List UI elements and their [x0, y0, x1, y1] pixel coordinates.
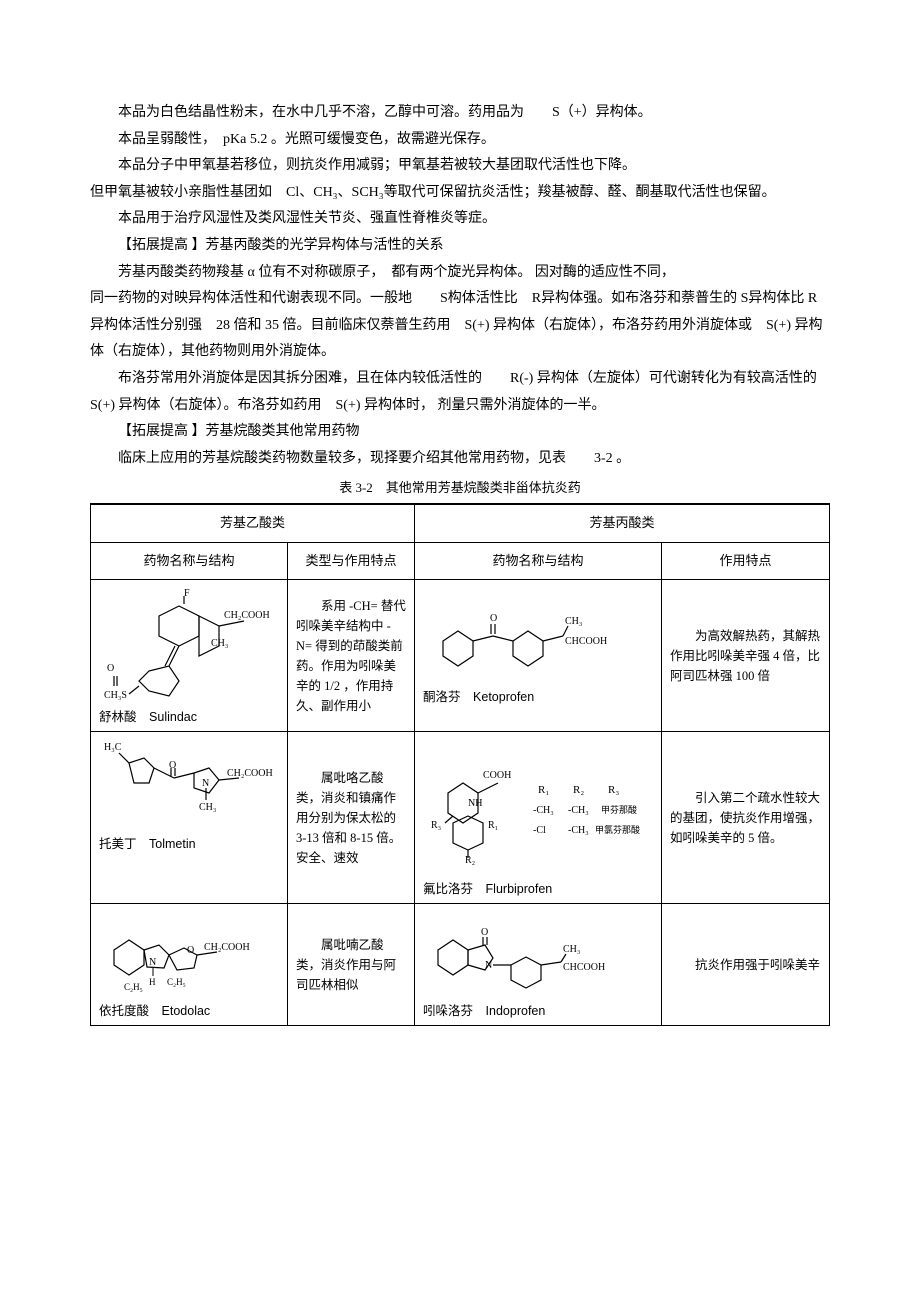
th-col1: 药物名称与结构	[91, 542, 288, 580]
svg-text:-Cl: -Cl	[533, 825, 546, 836]
th-right-group: 芳基丙酸类	[415, 504, 830, 542]
svg-text:O: O	[107, 663, 114, 674]
cell-struct-right-1: O CH₃ CHCOOH 酮洛芬 Ketoprofen	[415, 580, 662, 732]
svg-text:O: O	[481, 927, 488, 938]
svg-text:CH₃: CH₃	[211, 638, 228, 649]
structure-ketoprofen-icon: O CH₃ CHCOOH	[423, 586, 633, 686]
structure-flurbiprofen-icon: COOH NH R₃ R₁ R₂ R₁ R₂ R₃ -CH₃ -CH₃ 甲芬那酸…	[423, 738, 653, 878]
svg-text:CH₂COOH: CH₂COOH	[224, 610, 269, 621]
svg-text:R₂: R₂	[573, 784, 584, 796]
cell-desc-left-3: 属吡喃乙酸类，消炎作用与阿司匹林相似	[288, 904, 415, 1026]
table-row: N H O CH₂COOH C₂H₅ C₂H₅ 依托度酸 Etodolac 属吡…	[91, 904, 830, 1026]
svg-text:CHCOOH: CHCOOH	[563, 962, 605, 973]
svg-text:-CH₃: -CH₃	[568, 825, 589, 836]
th-left-group: 芳基乙酸类	[91, 504, 415, 542]
cell-struct-left-2: H₃C O N CH₃ CH₂COOH 托美丁 Tolmetin	[91, 732, 288, 904]
structure-tolmetin-icon: H₃C O N CH₃ CH₂COOH	[99, 738, 279, 833]
cell-desc-left-1: 系用 -CH= 替代吲哚美辛结构中 -N= 得到的茚酸类前药。作用为吲哚美辛的 …	[288, 580, 415, 732]
structure-sulindac-icon: F CH₂COOH CH₃ O CH₃S	[99, 586, 269, 706]
drug-left-label-2: 托美丁 Tolmetin	[99, 837, 279, 852]
table-header-row-1: 芳基乙酸类 芳基丙酸类	[91, 504, 830, 542]
svg-text:F: F	[184, 588, 190, 599]
svg-text:N: N	[149, 957, 156, 968]
svg-text:甲芬那酸: 甲芬那酸	[601, 805, 637, 815]
drug-left-label-1: 舒林酸 Sulindac	[99, 710, 279, 725]
drug-right-label-2: 氟比洛芬 Flurbiprofen	[423, 882, 653, 897]
table-title: 表 3-2 其他常用芳基烷酸类非甾体抗炎药	[90, 476, 830, 501]
svg-text:H: H	[149, 977, 156, 987]
svg-text:COOH: COOH	[483, 770, 511, 781]
svg-text:CH₃: CH₃	[565, 616, 582, 627]
drug-left-label-3: 依托度酸 Etodolac	[99, 1004, 279, 1019]
svg-text:N: N	[485, 960, 492, 971]
drug-right-label-1: 酮洛芬 Ketoprofen	[423, 690, 653, 705]
cell-desc-right-1: 为高效解热药，其解热作用比吲哚美辛强 4 倍，比阿司匹林强 100 倍	[662, 580, 830, 732]
cell-desc-left-2: 属吡咯乙酸类，消炎和镇痛作用分别为保太松的 3-13 倍和 8-15 倍。安全、…	[288, 732, 415, 904]
drug-table: 芳基乙酸类 芳基丙酸类 药物名称与结构 类型与作用特点 药物名称与结构 作用特点…	[90, 503, 830, 1026]
svg-text:CH₂COOH: CH₂COOH	[227, 768, 273, 779]
svg-text:R₃: R₃	[431, 820, 441, 831]
svg-text:O: O	[187, 945, 194, 956]
paragraph-2: 本品呈弱酸性， pKa 5.2 。光照可缓慢变色，故需避光保存。	[90, 127, 830, 154]
paragraph-4: 但甲氧基被较小亲脂性基团如 Cl、CH₃、SCH₃等取代可保留抗炎活性；羧基被醇…	[90, 180, 830, 207]
drug-right-label-3: 吲哚洛芬 Indoprofen	[423, 1004, 653, 1019]
svg-text:-CH₃: -CH₃	[568, 805, 589, 816]
cell-struct-left-3: N H O CH₂COOH C₂H₅ C₂H₅ 依托度酸 Etodolac	[91, 904, 288, 1026]
paragraph-6: 芳基丙酸类药物羧基 α 位有不对称碳原子， 都有两个旋光异构体。 因对酶的适应性…	[90, 260, 830, 287]
svg-text:-CH₃: -CH₃	[533, 805, 554, 816]
svg-text:N: N	[202, 778, 209, 789]
svg-text:NH: NH	[468, 798, 482, 809]
cell-struct-left-1: F CH₂COOH CH₃ O CH₃S 舒林酸 Sulin	[91, 580, 288, 732]
paragraph-5: 本品用于治疗风湿性及类风湿性关节炎、强直性脊椎炎等症。	[90, 206, 830, 233]
paragraph-7: 同一药物的对映异构体活性和代谢表现不同。一般地 S构体活性比 R异构体强。如布洛…	[90, 286, 830, 366]
svg-text:R₁: R₁	[488, 820, 498, 831]
svg-text:甲氯芬那酸: 甲氯芬那酸	[595, 824, 640, 835]
th-col2: 类型与作用特点	[288, 542, 415, 580]
paragraph-3: 本品分子中甲氧基若移位，则抗炎作用减弱；甲氧基若被较大基团取代活性也下降。	[90, 153, 830, 180]
th-col3: 药物名称与结构	[415, 542, 662, 580]
svg-text:CH₂COOH: CH₂COOH	[204, 942, 250, 953]
svg-text:C₂H₅: C₂H₅	[124, 982, 143, 992]
svg-text:CHCOOH: CHCOOH	[565, 636, 607, 647]
svg-text:CH₃: CH₃	[199, 802, 216, 813]
svg-text:R₂: R₂	[465, 855, 475, 866]
svg-text:H₃C: H₃C	[104, 742, 122, 753]
paragraph-1: 本品为白色结晶性粉末，在水中几乎不溶，乙醇中可溶。药用品为 S（+）异构体。	[90, 100, 830, 127]
svg-text:CH₃S: CH₃S	[104, 690, 127, 701]
paragraph-9: 临床上应用的芳基烷酸类药物数量较多，现择要介绍其他常用药物，见表 3-2 。	[90, 446, 830, 473]
svg-text:R₃: R₃	[608, 784, 619, 796]
cell-struct-right-2: COOH NH R₃ R₁ R₂ R₁ R₂ R₃ -CH₃ -CH₃ 甲芬那酸…	[415, 732, 662, 904]
heading-1: 【拓展提高 】芳基丙酸类的光学异构体与活性的关系	[90, 233, 830, 260]
th-col4: 作用特点	[662, 542, 830, 580]
cell-struct-right-3: O N CH₃ CHCOOH 吲哚洛芬 Indoprofen	[415, 904, 662, 1026]
table-row: H₃C O N CH₃ CH₂COOH 托美丁 Tolmetin	[91, 732, 830, 904]
table-row: F CH₂COOH CH₃ O CH₃S 舒林酸 Sulin	[91, 580, 830, 732]
structure-etodolac-icon: N H O CH₂COOH C₂H₅ C₂H₅	[99, 910, 269, 1000]
cell-desc-right-3: 抗炎作用强于吲哚美辛	[662, 904, 830, 1026]
svg-text:O: O	[490, 613, 497, 624]
table-header-row-2: 药物名称与结构 类型与作用特点 药物名称与结构 作用特点	[91, 542, 830, 580]
svg-text:C₂H₅: C₂H₅	[167, 977, 186, 987]
cell-desc-right-2: 引入第二个疏水性较大的基团，使抗炎作用增强，如吲哚美辛的 5 倍。	[662, 732, 830, 904]
svg-text:R₁: R₁	[538, 784, 549, 796]
heading-2: 【拓展提高 】芳基烷酸类其他常用药物	[90, 419, 830, 446]
svg-text:CH₃: CH₃	[563, 944, 580, 955]
paragraph-8: 布洛芬常用外消旋体是因其拆分困难，且在体内较低活性的 R(-) 异构体（左旋体）…	[90, 366, 830, 419]
structure-indoprofen-icon: O N CH₃ CHCOOH	[423, 910, 623, 1000]
